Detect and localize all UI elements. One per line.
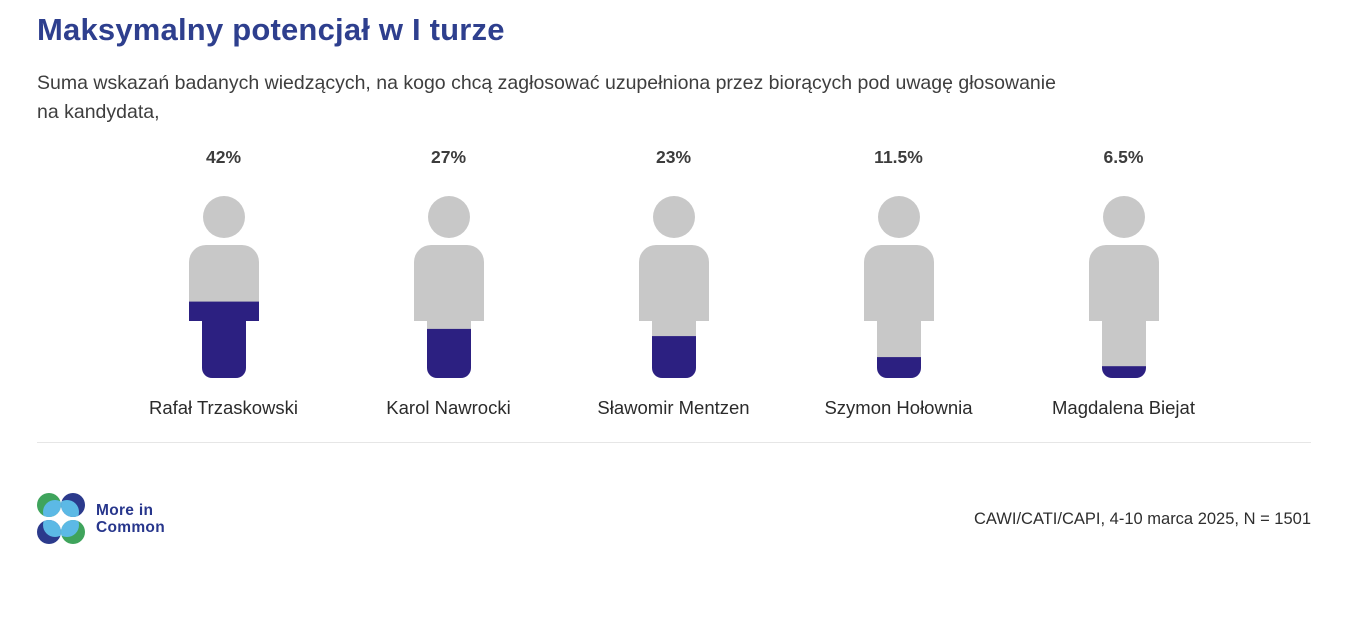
percentage-label: 6.5% (1103, 147, 1144, 167)
divider-line (37, 442, 1311, 443)
chart-row: 42% Rafał Trzaskowski 27% Karol Nawrocki 23%… (111, 147, 1329, 419)
person-icon (860, 196, 937, 378)
infographic-page: Maksymalny potencjał w I turze Suma wska… (37, 12, 1329, 545)
subtitle-line-2: na kandydata, (37, 101, 160, 123)
person-icon (1085, 196, 1162, 378)
page-title: Maksymalny potencjał w I turze (37, 12, 505, 47)
chart-subtitle: Suma wskazań badanych wiedzących, na kog… (37, 69, 1329, 127)
percentage-label: 42% (205, 147, 242, 167)
subtitle-line-1: Suma wskazań badanych wiedzących, na kog… (37, 72, 1056, 94)
chart-column: 42% Rafał Trzaskowski (111, 147, 336, 419)
more-in-common-logo-icon (37, 493, 85, 544)
brand-name-line-2: Common (96, 519, 165, 536)
person-icon (410, 196, 487, 378)
brand-block: More in Common (37, 493, 165, 545)
chart-column: 11.5% Szymon Hołownia (786, 147, 1011, 419)
chart-column: 27% Karol Nawrocki (336, 147, 561, 419)
percentage-label: 27% (430, 147, 467, 167)
source-note: CAWI/CATI/CAPI, 4-10 marca 2025, N = 150… (973, 509, 1311, 528)
candidate-name: Magdalena Biejat (1052, 397, 1195, 418)
candidate-name: Szymon Hołownia (824, 397, 973, 418)
person-icon (185, 196, 262, 378)
candidate-name: Karol Nawrocki (386, 397, 511, 418)
brand-name-line-1: More in (96, 502, 154, 519)
person-icon (635, 196, 712, 378)
percentage-label: 11.5% (874, 147, 923, 167)
chart-column: 23% Sławomir Mentzen (561, 147, 786, 419)
chart-column: 6.5% Magdalena Biejat (1011, 147, 1236, 419)
candidate-name: Rafał Trzaskowski (148, 397, 299, 418)
brand-name: More in Common (96, 502, 165, 536)
footer: More in Common CAWI/CATI/CAPI, 4-10 marc… (37, 493, 1329, 545)
candidate-name: Sławomir Mentzen (597, 397, 750, 418)
percentage-label: 23% (655, 147, 692, 167)
